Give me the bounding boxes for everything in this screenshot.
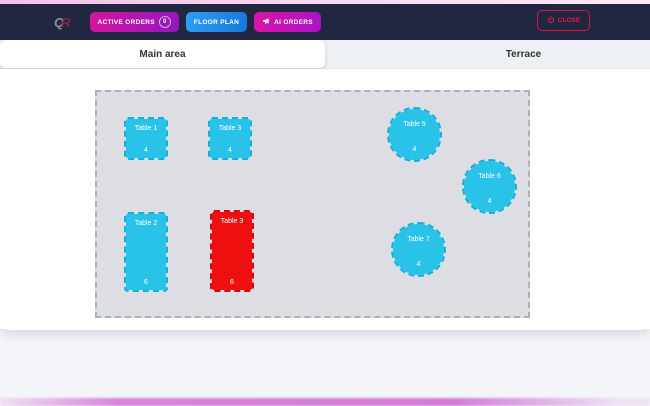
header-button-group: ACTIVE ORDERS 0 FLOOR PLAN AI ORDERS — [89, 12, 321, 32]
active-orders-button[interactable]: ACTIVE ORDERS 0 — [89, 12, 179, 32]
floor-plan-canvas: Table 1 4 Table 3 4 Table 5 4 Table 6 4 Table 2 6… — [95, 90, 530, 318]
floor-table[interactable]: Table 5 4 — [387, 107, 442, 162]
table-label: Table 6 — [478, 173, 501, 180]
tab-main-area[interactable]: Main area — [0, 40, 325, 68]
table-label: Table 5 — [403, 121, 426, 128]
close-button[interactable]: CLOSE — [537, 10, 590, 31]
logo-letter-q: Q — [54, 14, 64, 30]
floor-plan-button[interactable]: FLOOR PLAN — [185, 12, 248, 32]
table-label: Table 3 — [218, 125, 242, 132]
bottom-accent-strip — [0, 398, 650, 406]
logo-letter-r: R — [61, 14, 71, 30]
active-orders-label: ACTIVE ORDERS — [97, 18, 155, 26]
table-seat-count: 4 — [416, 261, 421, 268]
orders-count-badge: 0 — [158, 16, 171, 28]
app-logo: QR — [54, 14, 71, 30]
megaphone-icon — [262, 17, 270, 27]
area-tabs: Main area Terrace — [0, 40, 650, 69]
tab-terrace[interactable]: Terrace — [325, 40, 650, 68]
table-seat-count: 4 — [487, 198, 492, 205]
top-accent-strip — [0, 0, 650, 4]
floor-table[interactable]: Table 7 4 — [391, 222, 446, 277]
table-seat-count: 4 — [144, 147, 148, 154]
ai-orders-label: AI ORDERS — [274, 18, 313, 26]
table-seat-count: 6 — [144, 279, 148, 286]
table-seat-count: 4 — [412, 146, 417, 153]
app-header: QR ACTIVE ORDERS 0 FLOOR PLAN AI ORDERS … — [0, 4, 650, 40]
power-icon — [547, 15, 555, 26]
table-seat-count: 6 — [230, 279, 234, 286]
floor-plan-content: Table 1 4 Table 3 4 Table 5 4 Table 6 4 Table 2 6… — [0, 69, 650, 329]
floor-table[interactable]: Table 3 6 — [210, 210, 254, 292]
table-label: Table 3 — [220, 218, 244, 225]
table-label: Table 7 — [407, 236, 430, 243]
ai-orders-button[interactable]: AI ORDERS — [254, 12, 321, 32]
table-label: Table 2 — [134, 220, 158, 227]
tab-main-area-label: Main area — [139, 48, 186, 60]
floor-table[interactable]: Table 2 6 — [124, 212, 168, 292]
floor-table[interactable]: Table 1 4 — [124, 117, 168, 160]
tab-terrace-label: Terrace — [505, 48, 542, 60]
close-label: CLOSE — [557, 17, 581, 24]
floor-table[interactable]: Table 3 4 — [208, 117, 252, 160]
floor-table[interactable]: Table 6 4 — [462, 159, 517, 214]
table-label: Table 1 — [134, 125, 158, 132]
floor-plan-label: FLOOR PLAN — [193, 18, 240, 26]
floor-plan-card: Main area Terrace Table 1 4 Table 3 4 Table … — [0, 40, 650, 330]
table-seat-count: 4 — [228, 147, 232, 154]
